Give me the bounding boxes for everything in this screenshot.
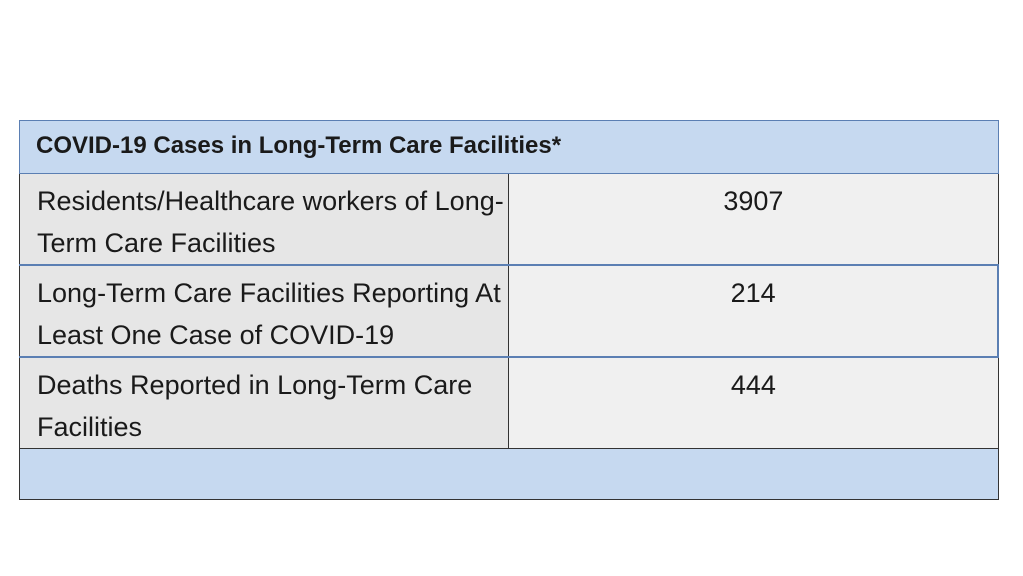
row-label-residents-workers: Residents/Healthcare workers of Long-Ter…	[18, 173, 510, 266]
table-footer-row	[19, 448, 999, 500]
row-label-facilities-reporting: Long-Term Care Facilities Reporting At L…	[18, 264, 510, 358]
table-row: Long-Term Care Facilities Reporting At L…	[18, 264, 1000, 358]
table-header-row: COVID-19 Cases in Long-Term Care Facilit…	[19, 120, 999, 174]
row-value-facilities-reporting: 214	[508, 264, 1000, 358]
table-title: COVID-19 Cases in Long-Term Care Facilit…	[19, 120, 999, 174]
table-row: Residents/Healthcare workers of Long-Ter…	[18, 173, 999, 266]
table-row: Deaths Reported in Long-Term Care Facili…	[18, 356, 999, 449]
row-value-deaths: 444	[508, 356, 999, 449]
row-value-residents-workers: 3907	[508, 173, 999, 266]
covid-ltc-table: COVID-19 Cases in Long-Term Care Facilit…	[18, 120, 1000, 500]
row-label-deaths: Deaths Reported in Long-Term Care Facili…	[18, 356, 510, 449]
table-footer	[19, 448, 999, 500]
